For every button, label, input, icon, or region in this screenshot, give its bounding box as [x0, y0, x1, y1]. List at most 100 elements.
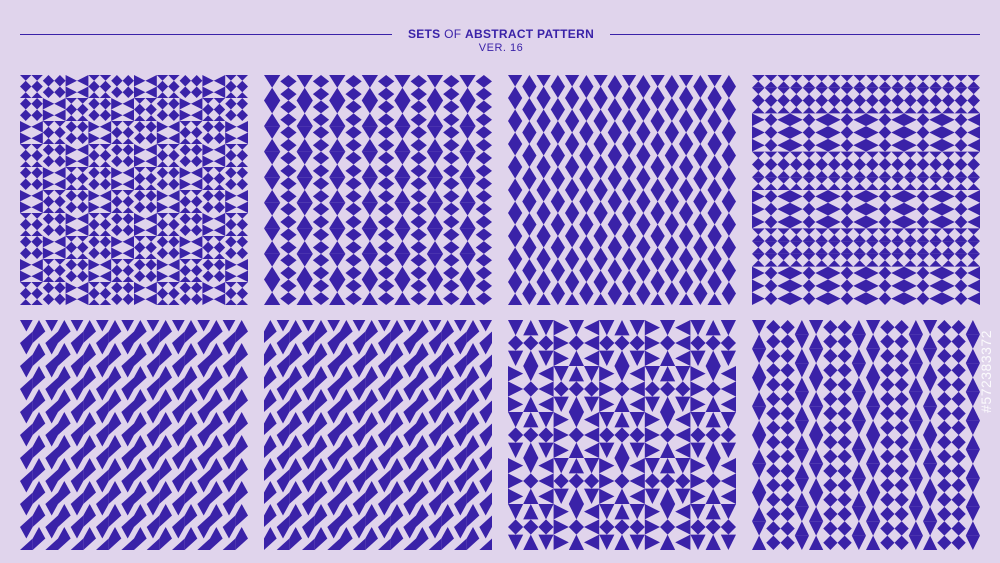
pattern-5-cell — [172, 458, 185, 470]
pattern-5-cell — [108, 481, 122, 493]
pattern-1-cell — [168, 86, 180, 98]
pattern-2-cell — [280, 113, 297, 127]
pattern-7-cell — [720, 519, 736, 535]
pattern-1-cell — [134, 167, 146, 179]
pattern-5-cell — [96, 538, 109, 550]
pattern-4-cell — [840, 126, 854, 139]
pattern-7-cell — [523, 519, 539, 535]
pattern-3-cell — [664, 247, 679, 259]
pattern-3-cell — [707, 121, 722, 133]
pattern-6-cell — [276, 504, 290, 516]
pattern-5-cell — [96, 400, 109, 412]
pattern-8-cell — [894, 334, 909, 349]
pattern-3-cell — [707, 144, 722, 156]
pattern-1-cell — [42, 86, 55, 98]
pattern-6-cell — [365, 538, 378, 550]
pattern-8-cell — [937, 363, 952, 378]
pattern-8-cell — [823, 363, 838, 378]
pattern-2-cell — [410, 177, 427, 190]
pattern-6-cell — [327, 343, 340, 355]
pattern-5-cell — [45, 527, 58, 539]
pattern-8-cell — [880, 320, 895, 335]
pattern-3-cell — [593, 247, 608, 259]
pattern-1-cell — [54, 144, 66, 156]
pattern-1-cell — [145, 213, 157, 225]
pattern-6-cell — [276, 538, 290, 550]
pattern-5-cell — [121, 481, 134, 493]
pattern-7-cell — [660, 504, 676, 520]
pattern-4-cell — [840, 100, 854, 114]
pattern-1-cell — [213, 201, 226, 213]
pattern-8-cell — [866, 478, 881, 493]
pattern-1-cell — [88, 109, 100, 121]
pattern-3-cell — [607, 224, 622, 236]
pattern-1-cell — [168, 247, 180, 259]
pattern-4-cell — [828, 177, 841, 190]
pattern-5-cell — [184, 320, 198, 332]
pattern-8-cell — [823, 391, 838, 407]
pattern-8-cell — [923, 535, 938, 550]
pattern-1-cell — [88, 190, 100, 202]
pattern-6-cell — [365, 412, 378, 424]
pattern-8-cell — [908, 506, 923, 522]
pattern-8-cell — [894, 463, 909, 479]
pattern-6-cell — [302, 538, 315, 550]
pattern-7-cell — [705, 488, 721, 504]
pattern-3-cell — [579, 293, 594, 305]
pattern-4-cell — [929, 215, 942, 229]
pattern-5-cell — [121, 469, 134, 481]
pattern-8-cell — [752, 320, 767, 335]
pattern-7-cell — [584, 427, 600, 443]
pattern-1-cell — [65, 98, 77, 110]
pattern-2-cell — [296, 138, 313, 152]
pattern-8-cell — [923, 377, 938, 392]
pattern-5-cell — [184, 481, 198, 493]
pattern-8-cell — [837, 463, 852, 479]
pattern-6-cell — [289, 377, 302, 389]
pattern-2-cell — [329, 190, 346, 203]
pattern-5-cell — [222, 492, 236, 504]
pattern-3-cell — [593, 121, 608, 133]
pattern-2-cell — [426, 177, 444, 190]
pattern-1-cell — [42, 121, 55, 133]
pattern-1-cell — [168, 121, 180, 133]
pattern-4-cell — [967, 177, 980, 190]
pattern-5-cell — [184, 412, 198, 424]
pattern-8-cell — [923, 478, 938, 493]
pattern-3-cell — [522, 236, 537, 248]
pattern-3-cell — [664, 224, 679, 236]
pattern-1-cell — [191, 132, 203, 144]
pattern-5-cell — [172, 538, 185, 550]
pattern-6-cell — [264, 343, 277, 355]
pattern-6-cell — [454, 331, 467, 343]
pattern-8-cell — [894, 320, 909, 335]
pattern-1-cell — [134, 178, 146, 190]
pattern-3-cell — [579, 201, 594, 213]
pattern-1-cell — [88, 155, 100, 167]
pattern-6-cell — [428, 423, 442, 435]
pattern-1-cell — [202, 155, 214, 167]
pattern-8-cell — [965, 406, 980, 421]
pattern-4-cell — [802, 87, 816, 101]
pattern-6-cell — [289, 400, 302, 412]
pattern-5-cell — [134, 412, 147, 424]
pattern-5-cell — [32, 389, 46, 401]
pattern-5-cell — [58, 481, 71, 493]
pattern-3-cell — [536, 201, 551, 213]
pattern-5-cell — [159, 366, 172, 378]
pattern-5-cell — [121, 492, 134, 504]
pattern-1-cell — [111, 98, 123, 110]
pattern-2-cell — [361, 113, 378, 127]
pattern-6-cell — [276, 343, 290, 355]
pattern-4-cell — [802, 126, 816, 139]
pattern-1-cell — [134, 86, 146, 98]
pattern-5-cell — [146, 435, 160, 447]
pattern-1-cell — [156, 282, 169, 294]
pattern-6-cell — [276, 400, 290, 412]
pattern-2-cell — [280, 266, 297, 280]
pattern-1-cell — [202, 270, 214, 282]
pattern-6-cell — [416, 389, 429, 401]
pattern-3-cell — [536, 293, 551, 305]
pattern-4-cell — [904, 292, 917, 305]
pattern-4-cell — [815, 215, 828, 229]
